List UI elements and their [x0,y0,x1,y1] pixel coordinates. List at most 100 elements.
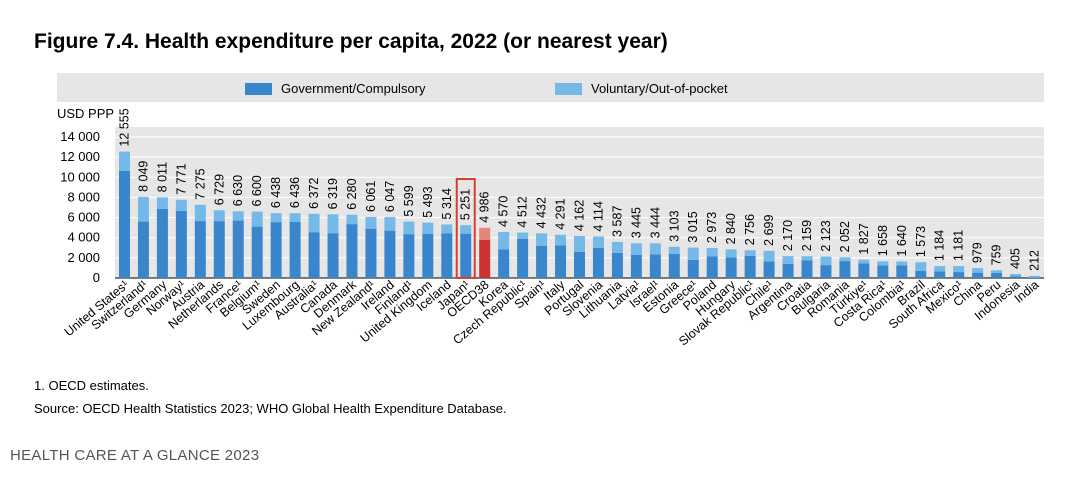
value-label: 759 [990,244,1004,265]
legend-swatch-government [245,82,272,95]
bar-voluntary [327,214,339,234]
bar-government [384,230,396,278]
value-label: 1 184 [933,230,947,261]
value-label: 4 432 [535,197,549,228]
chart-title: Figure 7.4. Health expenditure per capit… [34,30,668,53]
bar-voluntary [782,256,794,264]
value-label: 4 162 [573,200,587,231]
value-label: 1 827 [857,223,871,254]
bar-government [175,211,187,278]
legend-label-government: Government/Compulsory [281,81,426,96]
bar-government [498,249,510,278]
bar-government [270,222,282,278]
bar-voluntary [384,217,396,231]
bar-government [592,247,604,278]
value-label: 4 114 [591,201,605,231]
y-tick-label: 10 000 [60,169,100,184]
publication-footer: HEALTH CARE AT A GLANCE 2023 [10,447,260,464]
bar-government [213,221,225,278]
value-label: 12 555 [117,108,131,146]
legend-item-voluntary: Voluntary/Out-of-pocket [555,81,728,96]
value-label: 2 170 [781,220,795,251]
value-label: 1 181 [952,230,966,261]
value-label: 2 052 [838,221,852,252]
y-axis-label: USD PPP [57,106,114,121]
bar-government [820,265,832,278]
bar-voluntary [441,224,453,234]
bar-government [289,222,301,278]
y-axis-ticks: 0 2 000 4 000 6 000 8 000 10 000 12 000 14 000 [60,129,100,285]
value-label: 3 444 [648,207,662,238]
bar-government [555,245,567,278]
bar-government [232,220,244,278]
value-label: 979 [971,242,985,263]
value-label: 6 630 [231,175,245,206]
bar-voluntary [574,236,585,252]
bars [118,151,1041,278]
bar-voluntary [687,247,699,260]
bar-voluntary [934,266,946,272]
bar-voluntary [118,151,130,171]
footnote: 1. OECD estimates. [34,378,149,393]
value-label: 6 280 [345,178,359,209]
bar-voluntary [346,214,358,225]
y-tick-label: 2 000 [67,250,100,265]
value-label: 6 729 [212,174,226,205]
bar-voluntary [991,270,1003,273]
bar-government [839,261,851,278]
bar-voluntary [801,256,813,261]
value-labels: 12 555 8 049 8 011 7 771 7 275 6 729 6 630 6 60… [117,108,1041,271]
bar-government [308,232,320,278]
bar-voluntary [213,210,225,222]
bar-voluntary [365,216,377,229]
bar-voluntary [611,241,623,253]
bar-voluntary [649,243,661,255]
bar-government [858,263,870,278]
bar-government [953,272,965,278]
bar-voluntary [251,211,263,227]
value-label: 8 011 [155,162,169,192]
value-label: 2 699 [762,214,776,245]
value-label: 1 658 [876,225,890,256]
y-tick-label: 0 [93,270,100,285]
bar-government [460,233,472,278]
value-label: 2 123 [819,220,833,251]
bar-voluntary [194,204,206,222]
value-label: 4 986 [478,191,492,222]
bar-voluntary [308,213,320,233]
legend-swatch-voluntary [555,82,582,95]
bar-government [1029,277,1041,278]
value-label: 5 251 [459,189,473,220]
y-tick-label: 4 000 [67,230,100,245]
y-tick-label: 12 000 [60,149,100,164]
value-label: 3 015 [686,211,700,242]
bar-government [517,238,529,278]
bar-government [422,233,434,278]
source-note: Source: OECD Health Statistics 2023; WHO… [34,401,507,416]
value-label: 6 436 [288,177,302,208]
value-label: 5 599 [402,185,416,216]
value-label: 3 445 [629,207,643,238]
y-tick-label: 14 000 [60,129,100,144]
value-label: 6 319 [326,178,340,209]
bar-government [156,209,168,278]
bar-voluntary [820,256,832,266]
bar-voluntary [877,261,889,266]
bar-voluntary [725,249,737,258]
highlight-box [455,178,476,279]
bar-government [194,221,206,278]
bar-voluntary [953,266,965,273]
bar-government [327,233,339,278]
bar-government [687,259,699,278]
value-label: 2 840 [724,213,738,244]
bar-voluntary [175,199,187,212]
bar-voluntary [403,221,415,235]
bar-voluntary [839,257,851,262]
value-label: 4 512 [516,196,530,227]
bar-voluntary [630,243,642,255]
value-label: 7 771 [174,163,188,194]
bar-voluntary [763,250,775,262]
value-label: 6 061 [364,181,378,212]
value-label: 2 756 [743,214,757,245]
category-labels: United States¹Switzerland¹GermanyNorway¹… [62,277,1042,348]
